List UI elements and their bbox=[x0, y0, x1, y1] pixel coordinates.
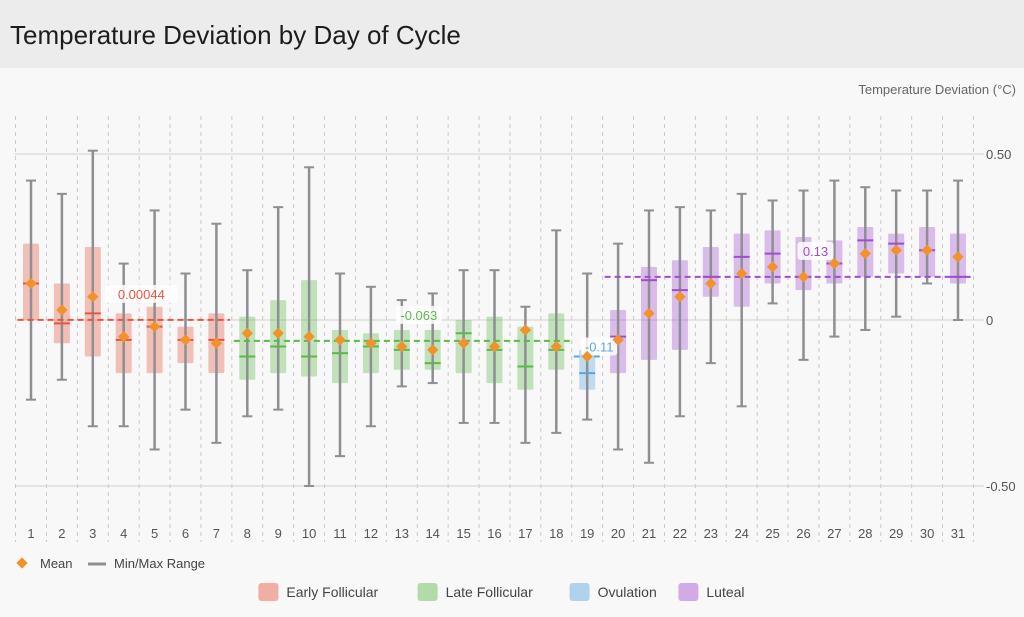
x-tick-label: 8 bbox=[244, 526, 251, 541]
legend-phases: Early Follicular Late Follicular Ovulation… bbox=[258, 583, 745, 601]
legend-swatch-3 bbox=[678, 583, 699, 601]
x-tick-label: 12 bbox=[364, 526, 378, 541]
mean-marker-day-18 bbox=[550, 340, 562, 353]
y-axis-label: Temperature Deviation (°C) bbox=[858, 82, 1016, 97]
mean-marker-day-19 bbox=[581, 350, 593, 363]
horizontal-grid bbox=[15, 153, 984, 487]
x-tick-label: 1 bbox=[27, 526, 34, 541]
x-tick-label: 2 bbox=[58, 526, 65, 541]
mean-marker-day-17 bbox=[519, 324, 532, 336]
x-tick-label: 23 bbox=[704, 526, 718, 541]
mean-marker-day-1 bbox=[25, 277, 37, 290]
mean-marker-day-22 bbox=[674, 291, 686, 303]
phase-mean-label-bg bbox=[105, 284, 178, 303]
mean-marker-day-11 bbox=[334, 334, 346, 346]
phase-mean-label-bg bbox=[581, 337, 618, 356]
x-tick-label: 17 bbox=[518, 526, 532, 541]
x-tick-label: 21 bbox=[642, 526, 656, 541]
x-tick-label: 28 bbox=[858, 526, 872, 541]
mean-marker-day-6 bbox=[179, 334, 192, 346]
legend-markers: Mean Min/Max Range bbox=[16, 556, 205, 571]
x-tick-label: 10 bbox=[302, 526, 316, 541]
phase-mean-label-2: -0.11 bbox=[585, 340, 614, 355]
x-tick-label: 5 bbox=[151, 526, 158, 541]
phase-mean-label-3: 0.13 bbox=[803, 244, 828, 259]
mean-marker-day-25 bbox=[766, 261, 779, 273]
mean-marker-day-10 bbox=[303, 330, 315, 343]
x-tick-label: 9 bbox=[275, 526, 282, 541]
mean-marker-day-8 bbox=[241, 327, 253, 339]
x-tick-label: 18 bbox=[549, 526, 563, 541]
x-tick-label: 29 bbox=[889, 526, 903, 541]
mean-marker-day-16 bbox=[488, 340, 501, 353]
y-tick-label: -0.50 bbox=[986, 479, 1016, 494]
legend-swatch-2 bbox=[569, 583, 590, 601]
x-tick-label: 13 bbox=[395, 526, 409, 541]
mean-marker-day-15 bbox=[457, 337, 470, 349]
y-tick-label: 0.50 bbox=[986, 147, 1011, 162]
x-tick-label: 14 bbox=[425, 526, 439, 541]
phase-mean-label-0: 0.00044 bbox=[118, 287, 165, 302]
mean-marker-day-21 bbox=[643, 307, 655, 320]
x-tick-label: 26 bbox=[796, 526, 810, 541]
vertical-grid bbox=[15, 116, 974, 542]
legend-mean-label: Mean bbox=[40, 556, 73, 571]
legend-range-label: Min/Max Range bbox=[114, 556, 205, 571]
box-plot-chart: Temperature Deviation (°C) 0.00044 -0.063… bbox=[15, 82, 1016, 601]
x-tick-label: 24 bbox=[734, 526, 748, 541]
x-tick-label: 3 bbox=[89, 526, 96, 541]
x-tick-label: 22 bbox=[673, 526, 687, 541]
legend-label-0: Early Follicular bbox=[286, 584, 378, 600]
y-tick-label: 0 bbox=[986, 313, 993, 328]
x-tick-label: 16 bbox=[487, 526, 501, 541]
mean-marker-day-20 bbox=[612, 334, 624, 346]
x-tick-label: 30 bbox=[920, 526, 934, 541]
legend-label-3: Luteal bbox=[706, 584, 744, 600]
x-tick-label: 27 bbox=[827, 526, 841, 541]
chart-area: Temperature Deviation (°C) 0.00044 -0.063… bbox=[0, 68, 1024, 612]
x-tick-label: 4 bbox=[120, 526, 127, 541]
mean-marker-day-2 bbox=[56, 304, 68, 316]
legend-swatch-1 bbox=[417, 583, 438, 601]
mean-marker-day-7 bbox=[210, 337, 223, 349]
mean-marker-day-12 bbox=[365, 337, 377, 349]
mean-marker-day-29 bbox=[890, 244, 902, 256]
chart-title: Temperature Deviation by Day of Cycle bbox=[10, 20, 461, 50]
y-tick-labels: 0.50 0 -0.50 bbox=[986, 147, 1016, 494]
mean-marker-day-14 bbox=[427, 344, 439, 356]
mean-marker-day-28 bbox=[859, 247, 871, 260]
x-tick-label: 25 bbox=[765, 526, 779, 541]
phase-mean-label-1: -0.063 bbox=[400, 308, 437, 323]
x-tick-label: 6 bbox=[182, 526, 189, 541]
mean-marker-day-13 bbox=[396, 340, 408, 353]
boxes bbox=[23, 149, 966, 487]
mean-marker-day-9 bbox=[272, 327, 284, 339]
x-tick-label: 20 bbox=[611, 526, 625, 541]
mean-marker-day-3 bbox=[87, 291, 99, 303]
legend-label-2: Ovulation bbox=[598, 584, 657, 600]
x-tick-labels: 1 2 3 4 5 6 7 8 9 10 11 12 13 14 15 16 17 18 19 20 21 22 23 24 2… bbox=[27, 526, 965, 541]
mean-marker-day-31 bbox=[952, 251, 964, 263]
x-tick-label: 11 bbox=[333, 526, 347, 541]
x-tick-label: 15 bbox=[456, 526, 470, 541]
legend-label-1: Late Follicular bbox=[446, 584, 533, 600]
mean-marker-day-23 bbox=[705, 277, 717, 290]
legend-swatch-0 bbox=[258, 583, 279, 601]
mean-marker-day-30 bbox=[921, 244, 933, 256]
mean-marker-day-26 bbox=[797, 271, 810, 283]
mean-marker-day-27 bbox=[828, 257, 841, 270]
mean-marker-day-24 bbox=[736, 267, 748, 280]
x-tick-label: 31 bbox=[951, 526, 965, 541]
phase-mean-label-bg bbox=[395, 305, 442, 324]
phase-mean-lines: 0.00044 -0.063 -0.11 0.13 bbox=[17, 241, 972, 358]
x-tick-label: 7 bbox=[213, 526, 220, 541]
chart-header: Temperature Deviation by Day of Cycle bbox=[0, 0, 1024, 68]
x-tick-label: 19 bbox=[580, 526, 594, 541]
legend-mean-diamond bbox=[16, 557, 28, 569]
phase-mean-label-bg bbox=[797, 241, 834, 260]
